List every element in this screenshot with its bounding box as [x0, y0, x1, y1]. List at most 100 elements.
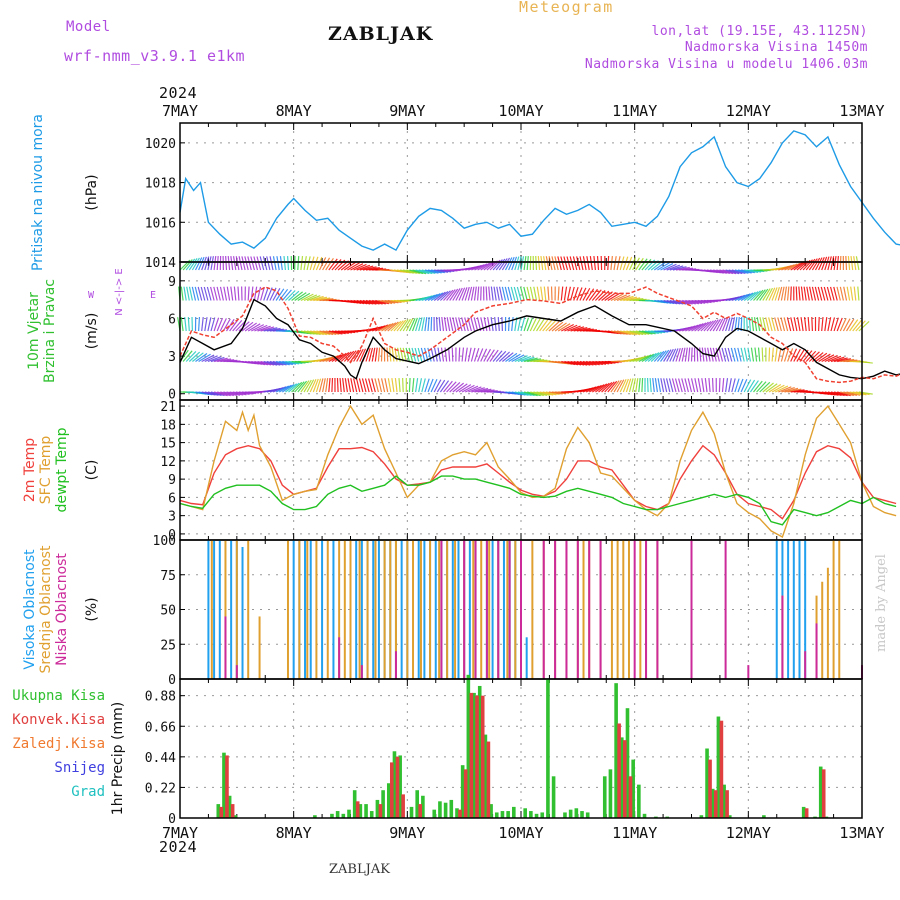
wind-barb — [768, 383, 782, 393]
wind-barb — [613, 330, 628, 335]
precip-legend-item: Grad — [71, 784, 105, 800]
wind-barb — [225, 255, 228, 271]
precip-bar — [494, 812, 499, 818]
wind-barb — [610, 293, 624, 302]
wind-barb — [480, 261, 493, 271]
wind-barb — [740, 269, 755, 274]
wind-barb — [629, 330, 644, 336]
wind-barb — [276, 256, 280, 271]
wind-barb — [483, 261, 496, 271]
precip-bar — [574, 808, 579, 818]
wind-barb — [334, 352, 347, 362]
precip-bar — [364, 804, 368, 818]
wind-barb — [719, 269, 734, 275]
wind-barb — [412, 269, 427, 275]
wind-barb — [780, 317, 786, 332]
wind-barb — [303, 256, 307, 271]
wind-barb — [649, 377, 652, 393]
y-axis-title: Brzina i Pravac — [42, 279, 58, 383]
wind-barb — [216, 286, 221, 301]
wind-barb — [753, 289, 764, 301]
wind-barb — [743, 347, 748, 362]
wind-barb — [728, 317, 733, 332]
wind-barb — [291, 291, 303, 301]
wind-barb — [452, 288, 461, 301]
wind-barb — [628, 257, 637, 271]
wind-barb — [793, 317, 798, 332]
wind-barb — [440, 347, 445, 362]
wind-barb — [402, 347, 407, 362]
wind-barb — [201, 256, 207, 271]
y-axis-title: SFC Temp — [38, 436, 54, 505]
wind-barb — [328, 330, 343, 335]
wind-barb — [798, 286, 801, 301]
wind-barb — [272, 360, 287, 366]
wind-barb — [470, 286, 475, 301]
wind-barb — [408, 317, 416, 332]
wind-barb — [452, 382, 465, 393]
wind-barb — [216, 317, 224, 332]
wind-barb — [502, 352, 514, 362]
wind-barb — [566, 286, 571, 301]
wind-barb — [622, 256, 629, 271]
precip-bar — [699, 815, 704, 818]
wind-barb — [536, 286, 541, 301]
wind-barb — [842, 318, 851, 332]
wind-barb — [845, 255, 848, 271]
wind-barb — [626, 297, 641, 302]
precip-bar — [421, 795, 425, 818]
wind-barb — [375, 324, 389, 332]
wind-barb — [247, 323, 261, 332]
wind-barb — [740, 378, 748, 393]
wind-barb — [547, 286, 550, 301]
wind-barb — [709, 319, 719, 332]
wind-barb — [505, 352, 518, 362]
wind-barb — [800, 286, 804, 301]
wind-barb — [533, 286, 538, 301]
precip-bar — [475, 695, 479, 818]
wind-barb — [833, 357, 848, 363]
wind-barb — [586, 256, 590, 271]
precip-legend-item: Snijeg — [54, 760, 105, 776]
wind-barb — [384, 299, 399, 304]
wind-barb — [235, 320, 246, 332]
wind-barb — [709, 347, 714, 362]
wind-barb — [681, 378, 686, 393]
wind-barb — [786, 317, 792, 332]
wind-barb — [824, 391, 839, 396]
wind-barb — [576, 360, 591, 366]
wind-barb — [747, 347, 751, 362]
compass-ns: N <-|-> E — [114, 268, 125, 316]
wind-barb — [563, 286, 568, 301]
wind-barb — [561, 323, 574, 332]
precip-bar — [580, 811, 584, 818]
precip-bar — [620, 737, 624, 818]
wind-barb — [607, 380, 618, 393]
wind-barb — [523, 286, 528, 301]
y-tick-label: 3 — [168, 510, 176, 525]
wind-barb — [850, 286, 854, 301]
wind-barb — [569, 256, 575, 271]
wind-barb — [733, 347, 739, 362]
wind-barb — [641, 377, 644, 393]
precip-bar — [369, 811, 374, 818]
wind-barb — [492, 350, 503, 362]
wind-barb — [458, 384, 472, 393]
wind-barb — [253, 256, 259, 271]
wind-barb — [517, 256, 522, 271]
wind-barb — [625, 378, 632, 393]
wind-barb — [361, 378, 367, 393]
wind-barb — [857, 286, 860, 301]
wind-barb — [430, 347, 435, 362]
wind-barb — [811, 286, 817, 301]
wind-barb — [436, 379, 446, 393]
wind-barb — [839, 255, 842, 271]
wind-barb — [694, 299, 709, 304]
wind-barb — [526, 317, 533, 332]
y-tick-label: 12 — [160, 455, 176, 470]
wind-barb — [663, 378, 668, 393]
wind-barb — [623, 330, 637, 336]
wind-barb — [331, 353, 345, 363]
wind-barb — [374, 347, 378, 362]
wind-barb — [441, 317, 445, 332]
